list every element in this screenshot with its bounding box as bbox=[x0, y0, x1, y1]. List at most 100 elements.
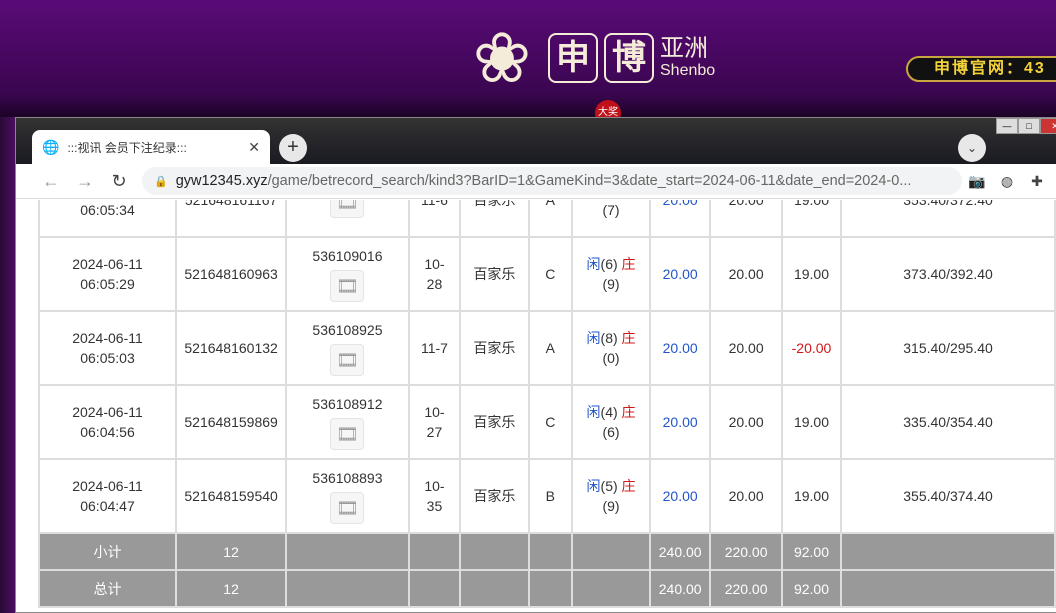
game-name: 百家乐 bbox=[473, 488, 516, 504]
table-name: B bbox=[545, 488, 555, 504]
minimize-button[interactable]: — bbox=[996, 118, 1018, 134]
globe-icon: 🌐 bbox=[42, 138, 60, 155]
bet-cell: 240.00 bbox=[649, 569, 712, 608]
subtotal-result: 92.00 bbox=[793, 543, 830, 560]
label-cell: 小计 bbox=[38, 532, 177, 571]
time-cell: 2024-06-11 06:05:03 bbox=[38, 310, 177, 386]
round-cell: 536108912 🎞 bbox=[285, 384, 410, 460]
video-replay-icon[interactable]: 🎞 bbox=[330, 270, 365, 302]
subtotal-row: 小计 12 240.00 220.00 92.00 bbox=[38, 532, 1056, 571]
shoe-number: 11-6 bbox=[420, 200, 448, 208]
bet-cell: 20.00 bbox=[649, 200, 712, 238]
close-tab-icon[interactable]: ✕ bbox=[248, 138, 260, 155]
game-cell: 百家乐 bbox=[459, 200, 530, 238]
balance: 373.40/392.40 bbox=[903, 266, 993, 282]
balance: 353.40/372.40 bbox=[903, 200, 993, 208]
bet-id: 521648159540 bbox=[184, 488, 278, 504]
total-row: 总计 12 240.00 220.00 92.00 bbox=[38, 569, 1056, 608]
winloss-cell: 19.00 bbox=[780, 384, 843, 460]
video-replay-icon[interactable]: 🎞 bbox=[330, 492, 365, 524]
new-tab-button[interactable]: + bbox=[279, 134, 307, 162]
bet-id-cell: 521648160132 bbox=[174, 310, 288, 386]
empty-cell bbox=[459, 532, 530, 571]
round-id: 536108925 bbox=[312, 322, 383, 338]
win-loss: 19.00 bbox=[793, 488, 830, 504]
winloss-cell: 19.00 bbox=[780, 458, 843, 534]
logo-side-text: 亚洲 bbox=[660, 35, 708, 62]
tab-title: :::视讯 会员下注纪录::: bbox=[67, 140, 187, 155]
bet-id-cell: 521648159540 bbox=[174, 458, 288, 534]
bet-cell: 20.00 bbox=[649, 384, 712, 460]
bet-time: 06:05:29 bbox=[80, 276, 135, 292]
subtotal-bet: 240.00 bbox=[658, 543, 702, 560]
video-replay-icon[interactable]: 🎞 bbox=[330, 418, 365, 450]
camera-icon[interactable]: 📷 bbox=[968, 172, 986, 189]
close-window-button[interactable]: ✕ bbox=[1040, 118, 1056, 134]
result-cell: (7) bbox=[571, 200, 652, 238]
valid-cell: 20.00 bbox=[709, 310, 783, 386]
browser-tab[interactable]: 🌐 :::视讯 会员下注纪录::: ✕ bbox=[32, 130, 270, 164]
bet-amount: 20.00 bbox=[662, 414, 698, 430]
bet-amount: 20.00 bbox=[662, 200, 698, 208]
url-input[interactable]: 🔒 gyw12345.xyz/game/betrecord_search/kin… bbox=[142, 167, 962, 195]
shoe-cell: 11-7 bbox=[407, 310, 462, 386]
time-cell: 2024-06-11 06:05:29 bbox=[38, 236, 177, 312]
bet-amount: 20.00 bbox=[662, 266, 698, 282]
valid-amount: 20.00 bbox=[728, 266, 764, 282]
back-arrow-icon[interactable]: ← bbox=[42, 170, 60, 191]
balance-cell: 355.40/374.40 bbox=[840, 458, 1056, 534]
video-replay-icon[interactable]: 🎞 bbox=[330, 344, 365, 376]
player-label: 闲 bbox=[586, 478, 601, 494]
shoe-cell: 10- 27 bbox=[407, 384, 462, 460]
table-cell: A bbox=[527, 200, 574, 238]
result-cell: 闲(8) 庄 (0) bbox=[571, 310, 652, 386]
bet-id-cell: 521648159869 bbox=[174, 384, 288, 460]
forward-arrow-icon[interactable]: → bbox=[76, 170, 94, 191]
maximize-button[interactable]: □ bbox=[1018, 118, 1040, 134]
official-site-banner[interactable]: 申博官网：43 bbox=[906, 56, 1056, 82]
table-row: 2024-06-11 06:05:29 521648160963 536109016 🎞… bbox=[38, 236, 1056, 312]
bet-id: 521648159869 bbox=[184, 414, 278, 430]
player-label: 闲 bbox=[586, 330, 601, 346]
bet-id: 521648160963 bbox=[184, 266, 278, 282]
table-cell: C bbox=[527, 236, 574, 312]
total-result: 92.00 bbox=[793, 580, 830, 597]
bet-id-cell: 521648161167 bbox=[174, 200, 288, 238]
table-row: 06:05:34 521648161167 🎞 11-6 百家乐 A (7) 20.00 20… bbox=[38, 200, 1056, 238]
logo-char: 申 bbox=[548, 33, 598, 83]
puzzle-extensions-icon[interactable]: ✚ bbox=[1031, 172, 1043, 189]
result-cell: 闲(6) 庄 (9) bbox=[571, 236, 652, 312]
player-score: (8) bbox=[600, 330, 618, 346]
table-cell: C bbox=[527, 384, 574, 460]
game-cell: 百家乐 bbox=[459, 384, 530, 460]
win-loss: 19.00 bbox=[793, 266, 830, 282]
shenbo-logo[interactable]: ❀ 申 博 亚洲 Shenbo bbox=[462, 18, 716, 98]
banker-score: (7) bbox=[602, 202, 620, 218]
extension-globe-icon[interactable]: ◍ bbox=[1000, 172, 1014, 189]
shoe-cell: 10- 28 bbox=[407, 236, 462, 312]
reload-icon[interactable]: ↻ bbox=[111, 170, 127, 191]
video-replay-icon[interactable]: 🎞 bbox=[330, 200, 365, 218]
banker-label: 庄 bbox=[621, 478, 636, 494]
valid-amount: 20.00 bbox=[728, 488, 764, 504]
balance: 355.40/374.40 bbox=[903, 488, 993, 504]
valid-cell: 20.00 bbox=[709, 200, 783, 238]
table-cell: A bbox=[527, 310, 574, 386]
valid-cell: 20.00 bbox=[709, 236, 783, 312]
banker-label: 庄 bbox=[621, 404, 636, 420]
win-loss: 19.00 bbox=[793, 414, 830, 430]
player-score: (6) bbox=[600, 256, 618, 272]
total-count: 12 bbox=[223, 580, 239, 597]
logo-en-text: Shenbo bbox=[660, 62, 716, 79]
valid-amount: 20.00 bbox=[728, 200, 764, 208]
label-cell: 总计 bbox=[38, 569, 177, 608]
time-cell: 2024-06-11 06:04:47 bbox=[38, 458, 177, 534]
empty-cell bbox=[407, 532, 462, 571]
balance-cell: 373.40/392.40 bbox=[840, 236, 1056, 312]
balance: 335.40/354.40 bbox=[903, 414, 993, 430]
tab-search-chevron-icon[interactable]: ⌄ bbox=[958, 134, 986, 162]
winloss-cell: -20.00 bbox=[780, 310, 843, 386]
round-id: 536108893 bbox=[312, 470, 383, 486]
bet-date: 2024-06-11 bbox=[72, 404, 143, 420]
valid-cell: 20.00 bbox=[709, 384, 783, 460]
